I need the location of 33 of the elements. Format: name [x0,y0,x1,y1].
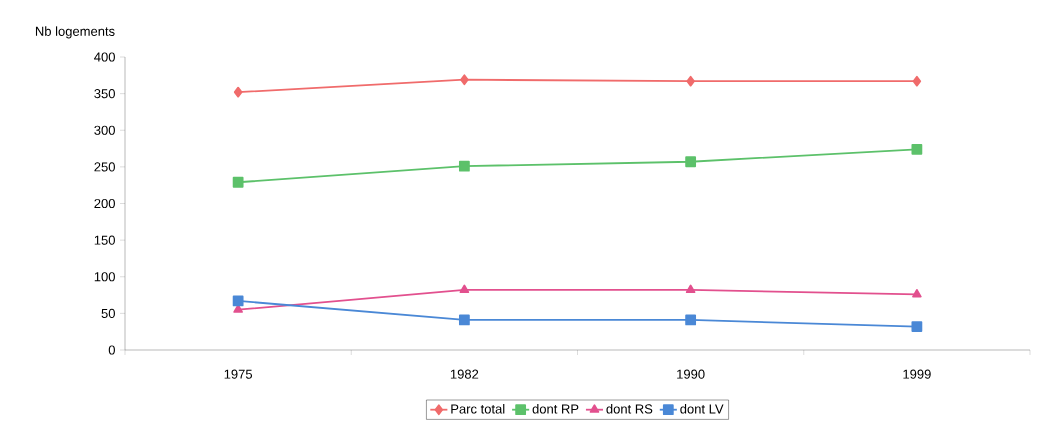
y-tick-label: 200 [94,198,115,209]
point [232,176,244,188]
x-tick-label: 1982 [450,369,479,379]
point [911,143,923,155]
point [911,321,923,332]
y-tick-label: 50 [101,308,115,318]
y-axis-title: Nb logements [35,26,115,39]
point [685,284,696,294]
point [460,74,469,86]
y-tick-label: 350 [94,89,115,99]
y-tick-label: 150 [94,235,115,245]
point [686,75,695,87]
y-tick-label: 400 [94,52,115,62]
y-tick-label: 300 [94,125,115,135]
point [685,156,697,168]
legend-label: dont LV [680,404,724,414]
point [685,314,697,326]
point [459,284,470,294]
y-tick-label: 0 [108,345,115,355]
x-tick-label: 1999 [903,369,931,379]
y-tick-label: 100 [94,272,115,282]
x-tick-label: 1975 [224,369,253,379]
point [233,86,243,98]
x-tick-label: 1990 [677,369,705,379]
legend-label: dont RP [532,404,579,414]
legend-label: dont RS [606,404,653,414]
point [458,160,470,172]
point [458,314,470,326]
point [912,288,922,298]
point [912,75,922,87]
y-tick-label: 250 [94,162,115,172]
point [232,295,244,307]
legend-label: Parc total [451,404,505,414]
